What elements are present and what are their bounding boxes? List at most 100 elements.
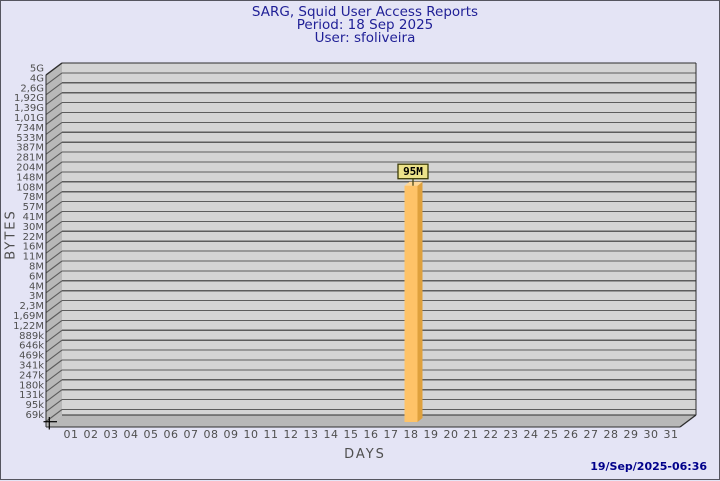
y-axis-wall-tick (45, 369, 63, 383)
x-tick-label: 05 (144, 428, 159, 441)
y-axis-wall-tick (45, 290, 63, 304)
x-tick-label: 21 (464, 428, 479, 441)
y-tick-label: 180k (19, 380, 44, 391)
y-axis-wall-tick (45, 230, 63, 244)
x-tick-label: 16 (364, 428, 379, 441)
x-tick-label: 25 (544, 428, 559, 441)
y-axis-wall-tick (45, 211, 63, 224)
y-axis-wall-tick (45, 240, 63, 254)
y-axis-wall-tick (45, 250, 63, 264)
y-tick-label: 1,92G (14, 93, 44, 104)
x-tick-label: 23 (504, 428, 519, 441)
y-tick-label: 95k (25, 400, 44, 411)
x-tick-label: 02 (84, 428, 99, 441)
y-axis-wall-tick (45, 379, 63, 393)
x-tick-label: 19 (424, 428, 439, 441)
x-tick-label: 11 (264, 428, 279, 441)
y-axis-wall-tick (45, 359, 63, 373)
chart-header: SARG, Squid User Access Reports Period: … (1, 4, 720, 46)
y-axis-wall-tick (45, 151, 63, 165)
x-tick-label: 08 (204, 428, 219, 441)
wall-top-edge (45, 62, 63, 76)
y-tick-label: 30M (23, 222, 44, 233)
bar-value-box (397, 163, 429, 180)
y-tick-label: 5G (30, 64, 44, 75)
bar-front (404, 185, 418, 422)
x-tick-label: 03 (104, 428, 119, 441)
y-tick-label: 4M (29, 281, 44, 292)
y-tick-label: 57M (23, 202, 44, 213)
y-tick-label: 533M (16, 133, 44, 144)
y-axis-wall-tick (45, 310, 63, 323)
y-axis-wall-tick (45, 181, 63, 195)
y-axis-wall-tick (45, 260, 63, 274)
y-axis-wall-tick (45, 409, 63, 422)
y-axis-wall-tick (45, 339, 63, 353)
plot-area (62, 63, 696, 415)
y-axis-wall-tick (45, 270, 63, 284)
y-tick-label: 387M (16, 143, 44, 154)
x-tick-label: 07 (184, 428, 199, 441)
x-tick-label: 29 (624, 428, 639, 441)
generation-timestamp: 19/Sep/2025-06:36 (590, 460, 707, 473)
y-tick-label: 6M (29, 271, 44, 282)
y-tick-label: 131k (19, 390, 44, 401)
x-tick-label: 09 (224, 428, 239, 441)
x-tick-label: 01 (64, 428, 79, 441)
y-tick-label: 889k (19, 331, 44, 342)
y-axis-wall-tick (45, 131, 63, 145)
x-tick-label: 30 (644, 428, 659, 441)
x-tick-label: 31 (664, 428, 679, 441)
x-tick-label: 27 (584, 428, 599, 441)
x-tick-label: 28 (604, 428, 619, 441)
chart-user: User: sfoliveira (314, 30, 416, 46)
x-tick-label: 22 (484, 428, 499, 441)
x-tick-label: 04 (124, 428, 139, 441)
x-tick-label: 26 (564, 428, 579, 441)
y-axis-title: BYTES (3, 209, 19, 260)
y-tick-label: 2,3M (19, 301, 44, 312)
x-tick-label: 12 (284, 428, 299, 441)
bar-side (417, 181, 423, 422)
y-tick-label: 16M (23, 242, 44, 253)
y-tick-label: 41M (23, 212, 44, 223)
y-tick-label: 22M (23, 232, 44, 243)
left-wall (46, 63, 62, 427)
y-tick-label: 1,22M (13, 321, 44, 332)
chart-title: SARG, Squid User Access Reports (251, 4, 479, 20)
y-tick-label: 78M (23, 192, 44, 203)
x-axis-title: DAYS (344, 447, 386, 462)
y-tick-label: 469k (19, 351, 44, 362)
y-axis-wall-tick (45, 82, 63, 96)
x-tick-label: 14 (324, 428, 339, 441)
y-tick-label: 646k (19, 341, 44, 352)
y-tick-label: 204M (16, 163, 44, 174)
y-tick-label: 11M (23, 252, 44, 263)
y-axis-wall-tick (45, 349, 63, 363)
y-axis-wall-tick (45, 399, 63, 413)
y-axis-wall-tick (45, 92, 63, 106)
chart-period: Period: 18 Sep 2025 (296, 17, 434, 33)
y-tick-label: 1,39G (14, 103, 44, 114)
y-axis-wall-tick (45, 102, 63, 116)
y-axis-wall-tick (45, 112, 63, 125)
y-axis-wall-tick (45, 141, 63, 155)
floor (46, 415, 696, 427)
y-tick-label: 148M (16, 172, 44, 183)
y-axis-wall-tick (45, 201, 63, 215)
y-axis-wall-tick (45, 280, 63, 294)
y-axis-wall-tick (45, 171, 63, 185)
y-tick-label: 108M (16, 182, 44, 193)
y-axis-wall-tick (45, 121, 63, 135)
y-tick-label: 2,6G (20, 83, 44, 94)
floor-right-edge (679, 414, 697, 428)
x-tick-label: 20 (444, 428, 459, 441)
x-tick-label: 24 (524, 428, 539, 441)
y-tick-label: 1,01G (14, 113, 44, 124)
y-axis-wall-tick (45, 161, 63, 175)
y-tick-label: 734M (16, 123, 44, 134)
x-tick-label: 13 (304, 428, 319, 441)
y-axis-wall-tick (45, 191, 63, 205)
y-axis-wall-tick (45, 319, 63, 333)
